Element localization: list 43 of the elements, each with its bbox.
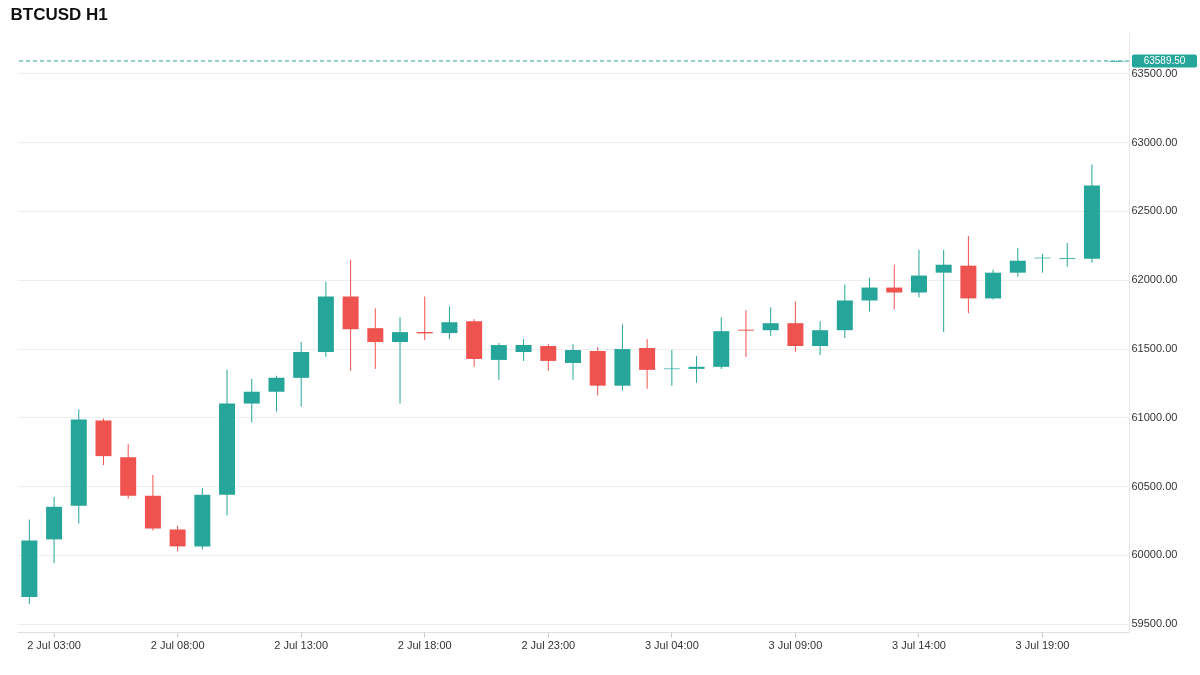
candlestick (886, 264, 903, 310)
candlestick (243, 378, 260, 423)
x-tick-label: 3 Jul 14:00 (892, 638, 946, 651)
candlestick (861, 277, 878, 312)
candlestick (515, 338, 532, 362)
ref-line-label: 63589.50 (1143, 54, 1186, 66)
chart-title: BTCUSD H1 (10, 5, 108, 24)
candlestick (169, 525, 186, 552)
x-tick-label: 2 Jul 08:00 (150, 638, 205, 651)
candlestick (812, 320, 829, 356)
candlestick (688, 355, 705, 384)
y-tick-label: 62000.00 (1131, 273, 1178, 286)
y-tick-label: 63500.00 (1131, 66, 1178, 79)
candlestick (392, 316, 409, 405)
x-tick-label: 3 Jul 09:00 (768, 638, 823, 651)
y-tick-label: 62500.00 (1131, 204, 1178, 217)
candlestick (441, 305, 458, 340)
candlestick (762, 306, 779, 337)
x-tick-label: 3 Jul 19:00 (1015, 638, 1070, 651)
y-tick-label: 60000.00 (1131, 548, 1178, 561)
y-tick-label: 60500.00 (1131, 479, 1178, 492)
candlestick (367, 307, 384, 370)
candlestick (910, 249, 927, 298)
candlestick (639, 338, 656, 390)
candlestick (540, 343, 557, 372)
candlestick (935, 249, 952, 333)
candlestick (663, 349, 680, 387)
candlestick (565, 343, 581, 381)
x-tick-label: 2 Jul 13:00 (274, 638, 329, 651)
x-tick-label: 2 Jul 18:00 (397, 638, 452, 651)
candlestick (787, 300, 804, 353)
x-tick-label: 3 Jul 04:00 (644, 638, 699, 651)
y-tick-label: 61000.00 (1131, 410, 1178, 423)
y-tick-label: 63000.00 (1131, 135, 1178, 148)
y-tick-label: 59500.00 (1131, 617, 1178, 630)
candlestick (268, 375, 285, 413)
candlestick (1059, 242, 1076, 268)
x-tick-label: 2 Jul 03:00 (27, 638, 81, 651)
candlestick (737, 309, 754, 358)
candlestick (490, 342, 507, 381)
candlestick (1009, 247, 1026, 278)
x-tick-label: 2 Jul 23:00 (521, 638, 576, 651)
y-tick-label: 61500.00 (1131, 342, 1178, 355)
